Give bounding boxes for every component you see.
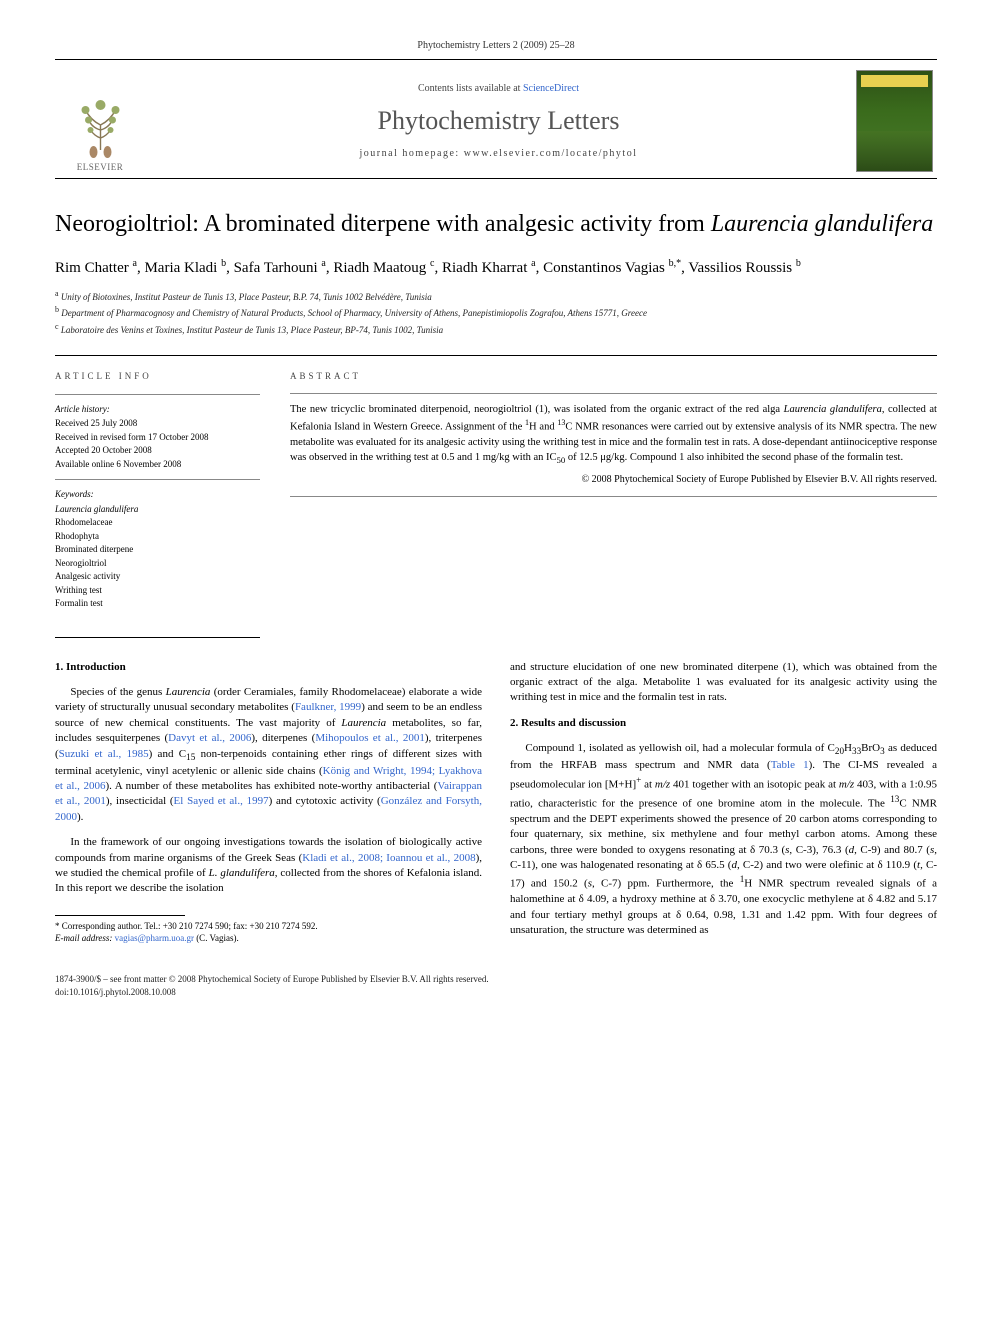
cover-thumb-block: [852, 70, 937, 172]
article-info-column: ARTICLE INFO Article history: Received 2…: [55, 370, 260, 611]
s1-para-1: Species of the genus Laurencia (order Ce…: [55, 685, 482, 825]
article-info-heading: ARTICLE INFO: [55, 370, 260, 384]
abstract-copyright: © 2008 Phytochemical Society of Europe P…: [290, 473, 937, 488]
s2-para-1: Compound 1, isolated as yellowish oil, h…: [510, 741, 937, 938]
s1-para-2: In the framework of our ongoing investig…: [55, 835, 482, 897]
footer-line-2: doi:10.1016/j.phytol.2008.10.008: [55, 986, 937, 999]
journal-cover-thumb: [856, 70, 933, 172]
author-list: Rim Chatter a, Maria Kladi b, Safa Tarho…: [55, 256, 937, 280]
article-info-rule-mid: [55, 479, 260, 480]
corresp-tail: (C. Vagias).: [194, 933, 239, 943]
keywords-list: Laurencia glanduliferaRhodomelaceaeRhodo…: [55, 503, 260, 611]
corresp-email-label: E-mail address:: [55, 933, 112, 943]
homepage-url: www.elsevier.com/locate/phytol: [464, 148, 638, 159]
elsevier-tree-icon: [68, 90, 133, 160]
affiliations: a Unity of Biotoxines, Institut Pasteur …: [55, 288, 937, 338]
correspondence-block: * Corresponding author. Tel.: +30 210 72…: [55, 920, 482, 945]
abstract-heading: ABSTRACT: [290, 370, 937, 383]
keywords-head: Keywords:: [55, 488, 260, 502]
footer-line-1: 1874-3900/$ – see front matter © 2008 Ph…: [55, 973, 937, 986]
abstract-column: ABSTRACT The new tricyclic brominated di…: [290, 370, 937, 611]
abstract-text: The new tricyclic brominated diterpenoid…: [290, 402, 937, 467]
section-2-head: 2. Results and discussion: [510, 716, 937, 731]
contents-lists-line: Contents lists available at ScienceDirec…: [145, 83, 852, 94]
homepage-prefix: journal homepage:: [360, 148, 464, 159]
masthead-center: Contents lists available at ScienceDirec…: [145, 70, 852, 172]
journal-title: Phytochemistry Letters: [145, 106, 852, 136]
title-main: Neorogioltriol: A brominated diterpene w…: [55, 211, 711, 237]
masthead: ELSEVIER Contents lists available at Sci…: [55, 60, 937, 179]
contents-prefix: Contents lists available at: [418, 83, 523, 94]
section-2-title: Results and discussion: [521, 717, 626, 729]
sciencedirect-link[interactable]: ScienceDirect: [523, 83, 579, 94]
article-history-head: Article history:: [55, 403, 260, 417]
publisher-label: ELSEVIER: [77, 162, 124, 172]
corresp-line-1: * Corresponding author. Tel.: +30 210 72…: [55, 920, 482, 933]
article-title: Neorogioltriol: A brominated diterpene w…: [55, 209, 937, 240]
meta-row: ARTICLE INFO Article history: Received 2…: [55, 355, 937, 611]
s1-para-3: and structure elucidation of one new bro…: [510, 660, 937, 706]
section-1-title: Introduction: [66, 661, 126, 673]
abstract-rule-bottom: [290, 496, 937, 497]
publisher-logo-block: ELSEVIER: [55, 70, 145, 172]
correspondence-rule: [55, 915, 185, 916]
section-1-num: 1.: [55, 661, 63, 673]
running-head: Phytochemistry Letters 2 (2009) 25–28: [55, 40, 937, 51]
title-species: Laurencia glandulifera: [711, 211, 933, 237]
page-footer: 1874-3900/$ – see front matter © 2008 Ph…: [55, 973, 937, 998]
section-1-head: 1. Introduction: [55, 660, 482, 675]
corresp-email[interactable]: vagias@pharm.uoa.gr: [115, 933, 194, 943]
abstract-rule-top: [290, 393, 937, 394]
journal-homepage-line: journal homepage: www.elsevier.com/locat…: [145, 148, 852, 159]
article-info-rule-top: [55, 394, 260, 395]
section-2-num: 2.: [510, 717, 518, 729]
article-history-list: Received 25 July 2008Received in revised…: [55, 417, 260, 471]
body-columns: 1. Introduction Species of the genus Lau…: [55, 660, 937, 959]
corresp-line-2: E-mail address: vagias@pharm.uoa.gr (C. …: [55, 932, 482, 945]
